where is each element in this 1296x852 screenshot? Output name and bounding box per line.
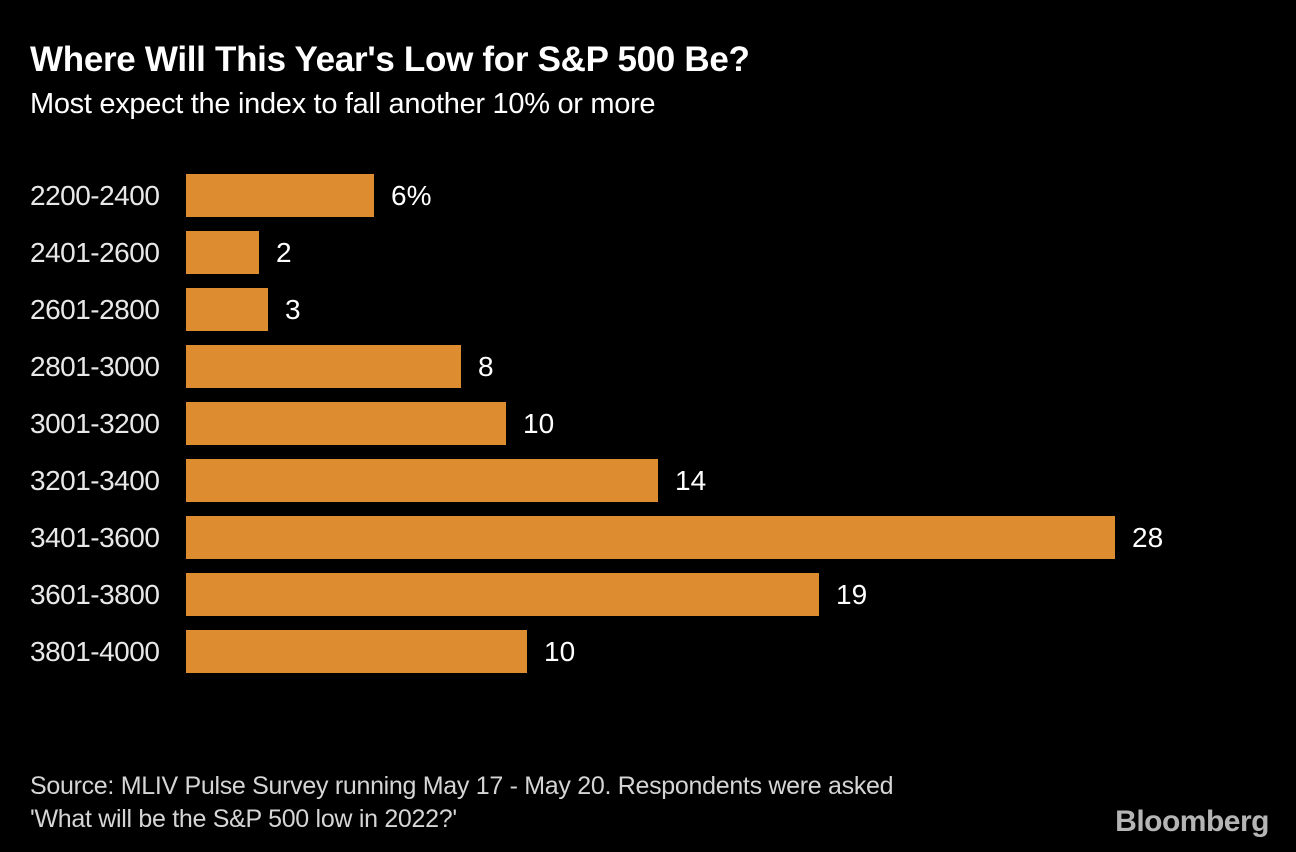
bloomberg-logo: Bloomberg xyxy=(1115,805,1269,838)
bar xyxy=(186,174,374,217)
chart-subtitle: Most expect the index to fall another 10… xyxy=(30,88,656,120)
category-label: 2401-2600 xyxy=(30,236,160,268)
bar xyxy=(186,630,527,673)
bar-chart: 2200-2400 6% 2401-2600 2 2601-2800 3 280… xyxy=(30,174,1280,687)
category-label: 3401-3600 xyxy=(30,521,160,553)
source-line-2: 'What will be the S&P 500 low in 2022?' xyxy=(30,805,457,833)
category-label: 3601-3800 xyxy=(30,578,160,610)
chart-row: 3401-3600 28 xyxy=(30,516,1280,559)
bar xyxy=(186,231,259,274)
chart-row: 3201-3400 14 xyxy=(30,459,1280,502)
bar xyxy=(186,402,506,445)
bar xyxy=(186,573,819,616)
chart-row: 2601-2800 3 xyxy=(30,288,1280,331)
category-label: 2801-3000 xyxy=(30,350,160,382)
source-line-1: Source: MLIV Pulse Survey running May 17… xyxy=(30,772,894,800)
category-label: 3001-3200 xyxy=(30,407,160,439)
category-label: 2601-2800 xyxy=(30,293,160,325)
category-label: 3801-4000 xyxy=(30,635,160,667)
chart-row: 2200-2400 6% xyxy=(30,174,1280,217)
value-label: 3 xyxy=(285,293,301,325)
bar xyxy=(186,288,268,331)
category-label: 2200-2400 xyxy=(30,179,160,211)
bar xyxy=(186,459,658,502)
source-note: Source: MLIV Pulse Survey running May 17… xyxy=(30,770,894,836)
chart-row: 3001-3200 10 xyxy=(30,402,1280,445)
value-label: 2 xyxy=(276,236,292,268)
value-label: 10 xyxy=(523,407,555,439)
chart-row: 2401-2600 2 xyxy=(30,231,1280,274)
category-label: 3201-3400 xyxy=(30,464,160,496)
value-label: 19 xyxy=(836,578,868,610)
bar xyxy=(186,345,461,388)
value-label: 14 xyxy=(675,464,707,496)
chart-row: 2801-3000 8 xyxy=(30,345,1280,388)
bar xyxy=(186,516,1115,559)
value-label: 10 xyxy=(544,635,576,667)
value-label: 6% xyxy=(391,179,432,211)
chart-row: 3801-4000 10 xyxy=(30,630,1280,673)
value-label: 8 xyxy=(478,350,494,382)
chart-title: Where Will This Year's Low for S&P 500 B… xyxy=(30,40,750,79)
chart-row: 3601-3800 19 xyxy=(30,573,1280,616)
value-label: 28 xyxy=(1132,521,1164,553)
